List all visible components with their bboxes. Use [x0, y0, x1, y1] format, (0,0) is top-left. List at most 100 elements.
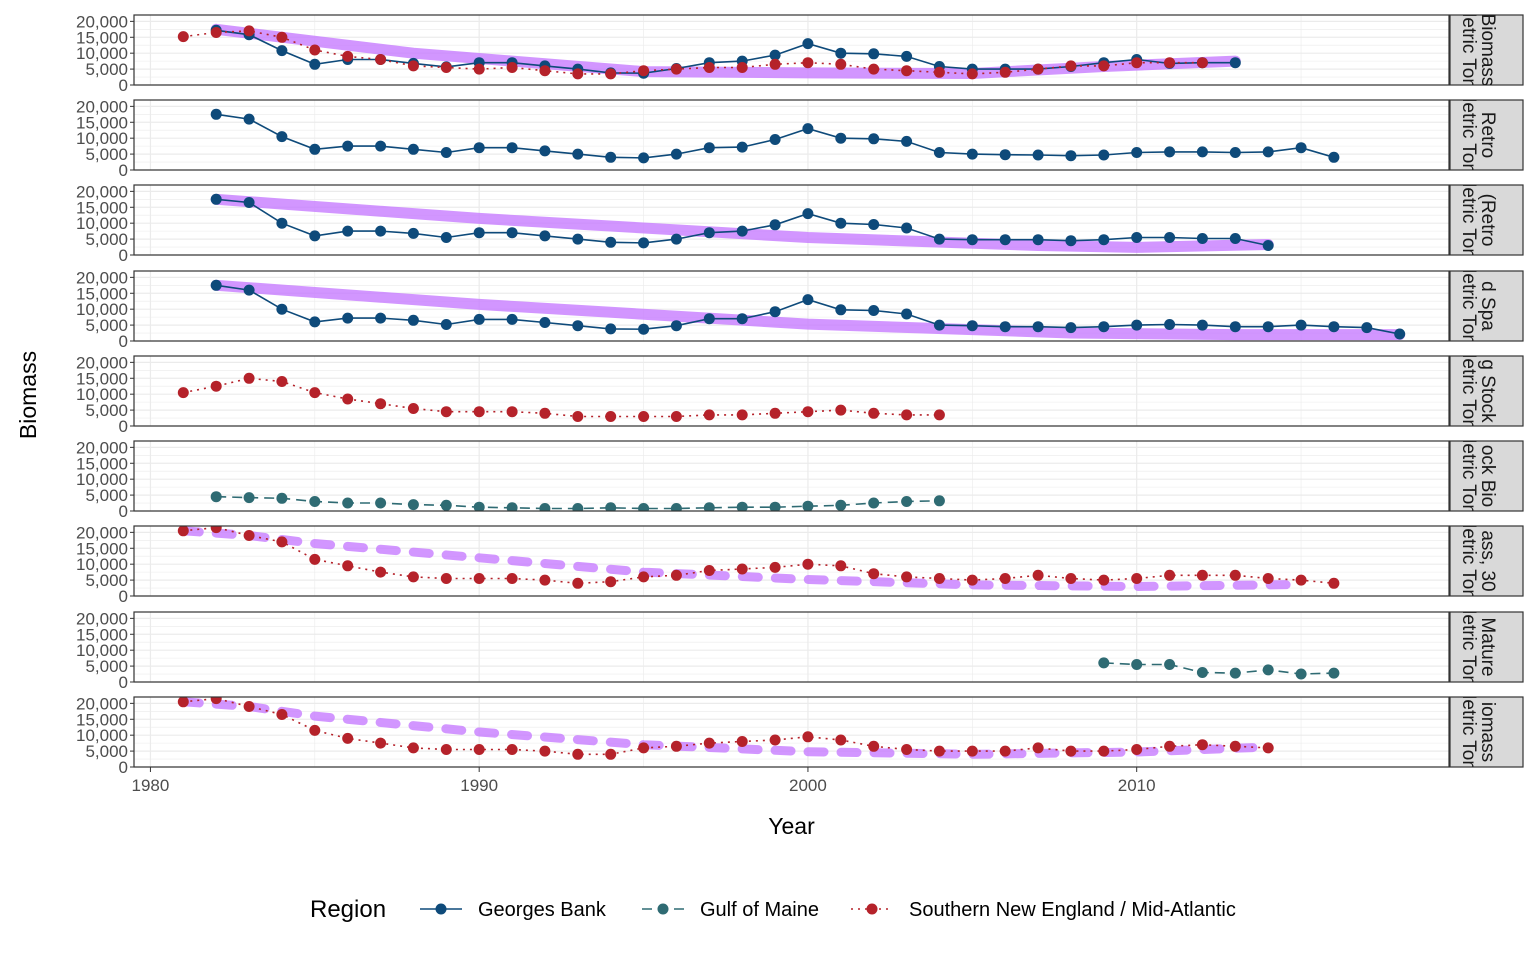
- data-point: [572, 68, 584, 80]
- data-point: [901, 222, 913, 234]
- data-point: [342, 312, 354, 324]
- data-point: [802, 294, 814, 306]
- y-tick-label: 20,000: [76, 268, 128, 287]
- data-point: [1229, 57, 1241, 69]
- data-point: [243, 284, 255, 296]
- data-point: [539, 145, 551, 157]
- data-point: [375, 497, 387, 509]
- data-point: [835, 734, 847, 746]
- data-point: [1164, 659, 1176, 670]
- panel-border: [133, 696, 1450, 768]
- y-tick-label: 15,000: [76, 369, 128, 388]
- facet-strip-label: iomass: [1477, 702, 1498, 762]
- data-point: [670, 320, 682, 332]
- y-tick-label: 15,000: [76, 284, 128, 303]
- data-point: [572, 411, 584, 422]
- y-tick-label: 10,000: [76, 214, 128, 233]
- facet-strip-label: Metric Tons: [1458, 343, 1479, 440]
- y-tick-label: 15,000: [76, 710, 128, 729]
- data-point: [210, 380, 222, 392]
- data-point: [243, 197, 255, 208]
- y-tick-label: 20,000: [76, 438, 128, 457]
- facet-strip-label: g Stock: [1477, 359, 1498, 423]
- x-tick-label: 1980: [132, 776, 170, 795]
- legend-key-point: [435, 903, 447, 915]
- data-point: [309, 230, 321, 242]
- data-point: [605, 236, 617, 248]
- data-point: [736, 501, 748, 511]
- x-axis-title: Year: [768, 813, 815, 839]
- data-point: [835, 304, 847, 316]
- data-point: [933, 319, 945, 331]
- data-point: [1295, 319, 1307, 331]
- data-point: [802, 123, 814, 135]
- legend-label: Gulf of Maine: [700, 899, 819, 921]
- data-point: [506, 227, 518, 239]
- data-point: [342, 497, 354, 509]
- data-point: [835, 404, 847, 416]
- facet-strip-label: ock Bio: [1477, 445, 1498, 507]
- data-point: [539, 407, 551, 419]
- legend-item: Gulf of Maine: [642, 899, 819, 921]
- data-point: [309, 553, 321, 565]
- facet-strip-label: Metric Tons: [1458, 599, 1479, 696]
- data-point: [966, 320, 978, 332]
- data-point: [670, 411, 682, 422]
- data-point: [1131, 744, 1143, 755]
- data-point: [703, 227, 715, 239]
- data-point: [572, 233, 584, 245]
- y-tick-label: 5,000: [85, 571, 128, 590]
- y-tick-label: 10,000: [76, 641, 128, 660]
- data-point: [1229, 233, 1241, 244]
- data-point: [868, 568, 880, 580]
- y-tick-label: 10,000: [76, 129, 128, 148]
- panel-plot-area: [177, 372, 945, 422]
- data-point: [243, 113, 255, 125]
- data-point: [572, 577, 584, 589]
- data-point: [1262, 742, 1274, 754]
- data-point: [999, 66, 1011, 78]
- y-tick-label: 20,000: [76, 97, 128, 116]
- data-point: [506, 502, 518, 511]
- panel-plot-area: [1098, 657, 1340, 680]
- y-tick-label: 15,000: [76, 454, 128, 473]
- data-point: [276, 217, 288, 229]
- panel-plot-area: [210, 193, 1274, 253]
- data-point: [703, 409, 715, 421]
- facet-strip: [1449, 355, 1524, 427]
- data-point: [1164, 569, 1176, 581]
- x-tick-label: 2000: [789, 776, 827, 795]
- x-tick-label: 1990: [460, 776, 498, 795]
- data-point: [1361, 322, 1373, 334]
- data-point: [868, 48, 880, 60]
- data-point: [966, 574, 978, 586]
- data-point: [1065, 60, 1077, 72]
- panel-plot-area: [210, 108, 1340, 164]
- data-point: [473, 313, 485, 325]
- data-point: [703, 502, 715, 511]
- data-point: [309, 44, 321, 56]
- panel-plot-area: [177, 697, 1274, 760]
- data-point: [769, 219, 781, 231]
- data-point: [210, 193, 222, 205]
- facet-strip: [1449, 611, 1524, 683]
- data-point: [736, 563, 748, 575]
- data-point: [703, 737, 715, 749]
- facet-strip: [1449, 14, 1524, 86]
- data-point: [243, 492, 255, 504]
- data-point: [1394, 328, 1406, 340]
- legend-key-point: [866, 903, 878, 915]
- data-point: [703, 565, 715, 576]
- panel-background: [134, 356, 1449, 426]
- y-tick-label: 15,000: [76, 28, 128, 47]
- data-point: [473, 63, 485, 75]
- data-point: [440, 406, 452, 418]
- data-point: [769, 58, 781, 70]
- data-point: [177, 526, 189, 537]
- data-point: [769, 501, 781, 511]
- data-point: [1131, 319, 1143, 331]
- data-point: [210, 27, 222, 38]
